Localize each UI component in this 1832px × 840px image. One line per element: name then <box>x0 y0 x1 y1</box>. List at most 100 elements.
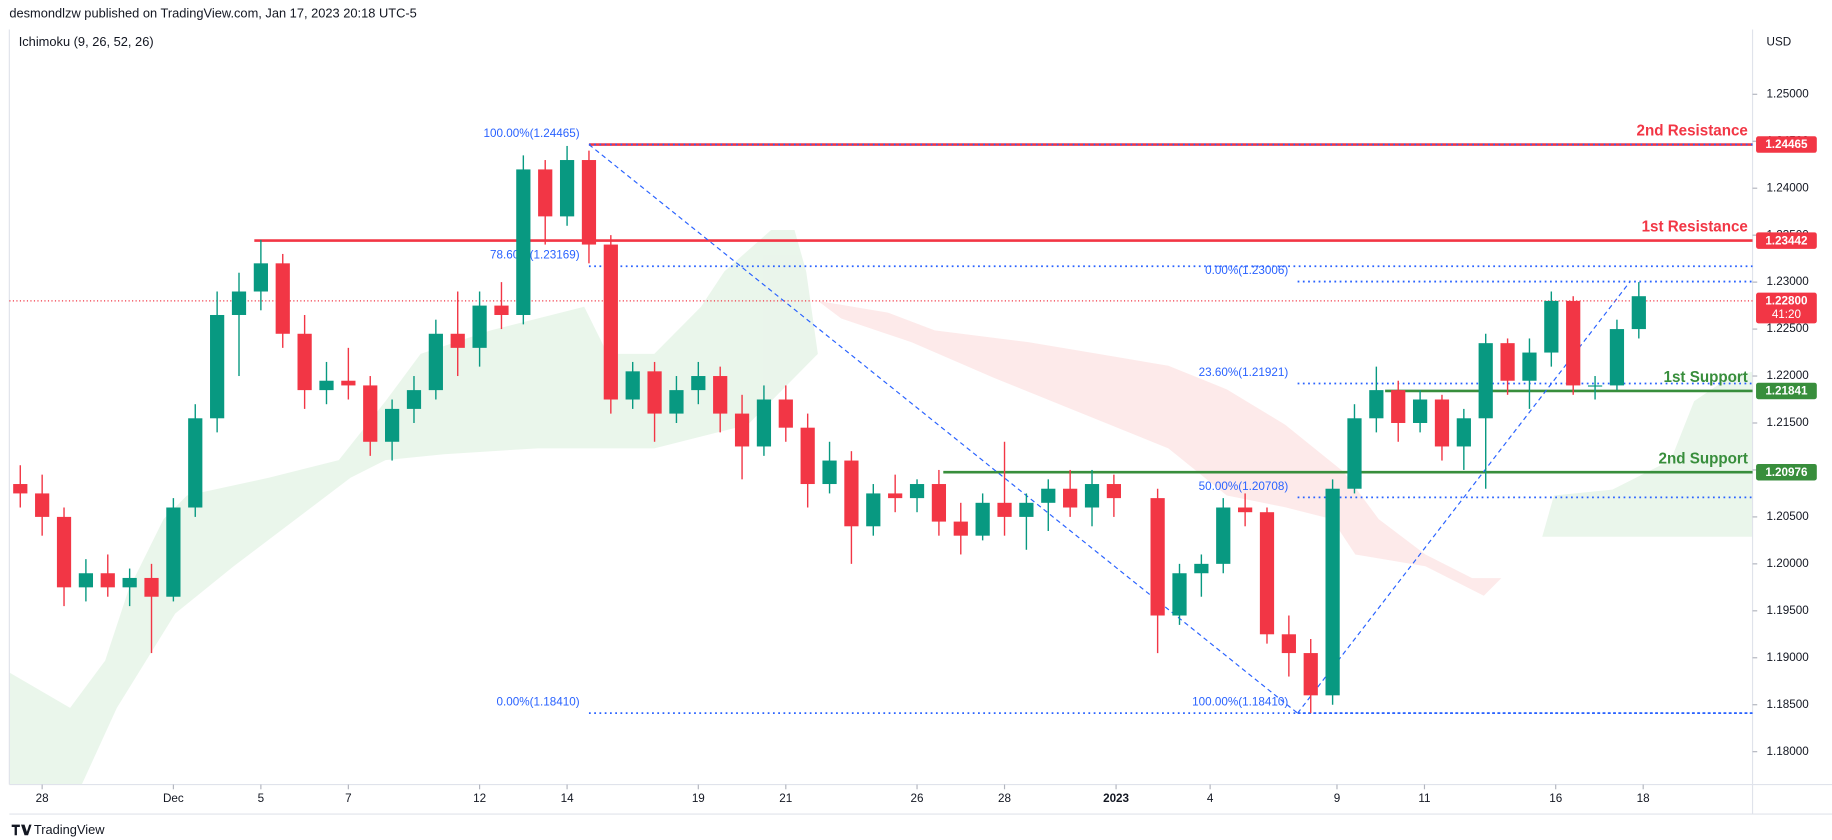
candle-body <box>78 573 94 588</box>
price-tag-label: 1.20976 <box>1765 466 1808 479</box>
candle-body <box>1478 343 1493 419</box>
candle-body <box>1041 488 1056 503</box>
candle-body <box>1194 563 1209 574</box>
candle-body <box>625 371 640 400</box>
candle-body <box>1150 498 1165 616</box>
level-name: 2nd Support <box>1659 450 1748 467</box>
candle-body <box>1500 343 1515 381</box>
candle-body <box>450 333 465 348</box>
candle-body <box>275 263 290 334</box>
fib-label: 0.00%(1.18410) <box>497 696 580 709</box>
candle-body <box>1369 390 1384 419</box>
x-tick-label: 16 <box>1549 792 1562 805</box>
fib-label: 100.00%(1.18410) <box>1192 696 1288 709</box>
candle-body <box>56 516 72 588</box>
x-tick-label: Dec <box>163 792 184 805</box>
candle-body <box>756 399 772 447</box>
candle-body <box>953 521 968 536</box>
candle-body <box>647 371 662 414</box>
candle-body <box>1347 418 1362 489</box>
brand: TradingView <box>34 822 105 837</box>
candle-body <box>363 385 378 442</box>
candle-body <box>1544 300 1559 353</box>
candle-body <box>1587 385 1603 387</box>
price-tag-label: 1.21841 <box>1765 385 1808 398</box>
candle-body <box>909 484 925 499</box>
currency: USD <box>1767 36 1792 49</box>
cloud-bull <box>1542 371 1753 537</box>
candle-body <box>494 305 509 315</box>
candle-body <box>1216 507 1231 564</box>
x-tick-label: 7 <box>345 792 351 805</box>
candle-body <box>559 160 575 217</box>
level-name: 1st Support <box>1664 369 1748 386</box>
y-tick-label: 1.20500 <box>1767 510 1810 523</box>
price-tag <box>1756 382 1817 400</box>
x-tick-label: 9 <box>1334 792 1340 805</box>
fib-label: 78.60%(1.23169) <box>490 249 580 262</box>
price-tag <box>1756 463 1817 481</box>
candle-body <box>319 380 334 391</box>
candle-body <box>1325 488 1340 696</box>
candle-body <box>122 577 137 588</box>
candle-body <box>406 390 422 409</box>
candle-body <box>516 169 531 315</box>
candle-body <box>778 399 793 428</box>
y-tick-label: 1.24000 <box>1767 181 1810 194</box>
candle-body <box>931 484 947 522</box>
candle-body <box>1281 634 1296 654</box>
y-tick-label: 1.19500 <box>1767 604 1810 617</box>
candle-body <box>975 502 990 536</box>
y-tick-label: 1.22500 <box>1767 322 1810 335</box>
x-tick-label: 2023 <box>1103 792 1129 805</box>
x-tick-label: 5 <box>258 792 265 805</box>
candle-body <box>866 493 881 527</box>
candle-body <box>1412 399 1428 423</box>
candle-body <box>1238 507 1253 513</box>
price-tag <box>1756 136 1817 153</box>
candle-body <box>822 460 837 485</box>
candle-body <box>35 493 50 517</box>
candle-body <box>188 418 203 508</box>
indicator-label: Ichimoku (9, 26, 52, 26) <box>19 34 154 49</box>
level-name: 1st Resistance <box>1642 219 1748 236</box>
candle-body <box>603 244 618 400</box>
x-tick-label: 21 <box>779 792 792 805</box>
candle-body <box>691 376 706 391</box>
x-tick-label: 19 <box>692 792 705 805</box>
candle-body <box>1303 653 1318 696</box>
last-price-tag <box>1756 292 1817 324</box>
candle-body <box>166 507 181 597</box>
fib-label: 23.60%(1.21921) <box>1199 366 1289 379</box>
fib-label: 0.00%(1.23006) <box>1205 264 1288 277</box>
candle-body <box>1019 502 1034 517</box>
price-tag-label: 1.24465 <box>1765 138 1808 151</box>
fib-label: 100.00%(1.24465) <box>484 127 580 140</box>
candle-body <box>100 573 115 588</box>
y-tick-label: 1.22000 <box>1767 369 1810 382</box>
candle-body <box>1063 488 1078 508</box>
x-tick-label: 28 <box>36 792 49 805</box>
candle-body <box>713 376 728 414</box>
x-tick-label: 26 <box>911 792 924 805</box>
candle-body <box>1609 329 1625 386</box>
x-tick-label: 18 <box>1637 792 1650 805</box>
candle-body <box>1434 399 1450 447</box>
price-tag <box>1756 232 1817 249</box>
y-tick-label: 1.21500 <box>1767 416 1810 429</box>
candle-body <box>1391 390 1406 423</box>
candle-body <box>800 427 815 485</box>
candle-body <box>428 333 443 391</box>
y-tick-label: 1.19000 <box>1767 651 1810 664</box>
candle-body <box>1084 484 1100 508</box>
countdown: 41:20 <box>1772 308 1802 321</box>
candle-body <box>1259 512 1275 635</box>
candle-body <box>888 493 903 499</box>
candle-body <box>1456 418 1471 447</box>
fib-label: 50.00%(1.20708) <box>1199 480 1289 493</box>
candle-body <box>538 169 553 217</box>
candle-body <box>734 413 750 447</box>
y-tick-label: 1.23000 <box>1767 275 1810 288</box>
